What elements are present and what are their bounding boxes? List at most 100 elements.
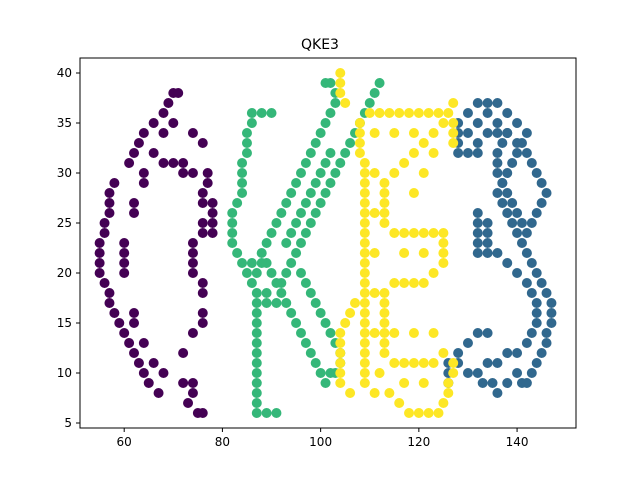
scatter-point bbox=[360, 158, 370, 168]
scatter-point bbox=[316, 128, 326, 138]
scatter-point bbox=[360, 308, 370, 318]
scatter-point bbox=[379, 318, 389, 328]
scatter-point bbox=[129, 318, 139, 328]
scatter-point bbox=[379, 308, 389, 318]
scatter-point bbox=[252, 268, 262, 278]
scatter-point bbox=[429, 328, 439, 338]
scatter-point bbox=[473, 368, 483, 378]
scatter-point bbox=[409, 148, 419, 158]
scatter-point bbox=[429, 358, 439, 368]
scatter-point bbox=[109, 178, 119, 188]
scatter-point bbox=[522, 128, 532, 138]
scatter-point bbox=[483, 228, 493, 238]
scatter-point bbox=[296, 328, 306, 338]
scatter-point bbox=[158, 108, 168, 118]
scatter-point bbox=[502, 168, 512, 178]
scatter-point bbox=[379, 288, 389, 298]
scatter-point bbox=[335, 368, 345, 378]
scatter-point bbox=[242, 148, 252, 158]
y-tick-label: 25 bbox=[57, 216, 72, 230]
scatter-point bbox=[104, 208, 114, 218]
scatter-point bbox=[527, 258, 537, 268]
scatter-point bbox=[414, 408, 424, 418]
scatter-point bbox=[414, 108, 424, 118]
scatter-point bbox=[198, 318, 208, 328]
scatter-point bbox=[301, 158, 311, 168]
scatter-point bbox=[419, 228, 429, 238]
y-tick-label: 35 bbox=[57, 116, 72, 130]
scatter-point bbox=[502, 188, 512, 198]
scatter-point bbox=[507, 158, 517, 168]
scatter-point bbox=[419, 378, 429, 388]
scatter-point bbox=[438, 258, 448, 268]
scatter-point bbox=[497, 138, 507, 148]
scatter-point bbox=[237, 258, 247, 268]
scatter-point bbox=[502, 258, 512, 268]
scatter-point bbox=[355, 138, 365, 148]
scatter-point bbox=[188, 258, 198, 268]
scatter-point bbox=[473, 328, 483, 338]
scatter-point bbox=[335, 78, 345, 88]
scatter-point bbox=[208, 198, 218, 208]
scatter-point bbox=[119, 258, 129, 268]
scatter-point bbox=[134, 358, 144, 368]
scatter-point bbox=[252, 288, 262, 298]
scatter-point bbox=[340, 98, 350, 108]
scatter-point bbox=[291, 178, 301, 188]
scatter-point bbox=[296, 238, 306, 248]
scatter-point bbox=[158, 368, 168, 378]
scatter-point bbox=[399, 378, 409, 388]
scatter-point bbox=[360, 168, 370, 178]
scatter-point bbox=[188, 268, 198, 278]
scatter-point bbox=[129, 208, 139, 218]
scatter-point bbox=[424, 408, 434, 418]
scatter-point bbox=[237, 158, 247, 168]
scatter-point bbox=[370, 328, 380, 338]
scatter-point bbox=[522, 278, 532, 288]
scatter-point bbox=[95, 248, 105, 258]
scatter-point bbox=[345, 388, 355, 398]
scatter-point bbox=[360, 378, 370, 388]
scatter-point bbox=[483, 218, 493, 228]
scatter-point bbox=[497, 198, 507, 208]
scatter-point bbox=[379, 338, 389, 348]
scatter-point bbox=[237, 178, 247, 188]
scatter-point bbox=[527, 218, 537, 228]
scatter-point bbox=[399, 278, 409, 288]
scatter-point bbox=[198, 288, 208, 298]
scatter-point bbox=[149, 358, 159, 368]
scatter-point bbox=[325, 78, 335, 88]
scatter-point bbox=[375, 108, 385, 118]
scatter-point bbox=[281, 198, 291, 208]
scatter-point bbox=[335, 68, 345, 78]
scatter-point bbox=[478, 378, 488, 388]
scatter-point bbox=[527, 288, 537, 298]
scatter-point bbox=[198, 228, 208, 238]
y-tick-label: 20 bbox=[57, 266, 72, 280]
scatter-point bbox=[144, 378, 154, 388]
scatter-point bbox=[168, 158, 178, 168]
scatter-point bbox=[517, 238, 527, 248]
x-tick-label: 80 bbox=[215, 435, 230, 449]
scatter-point bbox=[139, 128, 149, 138]
scatter-point bbox=[546, 298, 556, 308]
scatter-point bbox=[242, 138, 252, 148]
scatter-point bbox=[370, 168, 380, 178]
scatter-point bbox=[296, 268, 306, 278]
scatter-point bbox=[276, 288, 286, 298]
scatter-point bbox=[208, 228, 218, 238]
scatter-point bbox=[188, 128, 198, 138]
scatter-point bbox=[306, 218, 316, 228]
scatter-point bbox=[247, 108, 257, 118]
scatter-point bbox=[365, 108, 375, 118]
scatter-point bbox=[507, 218, 517, 228]
scatter-point bbox=[178, 378, 188, 388]
scatter-point bbox=[188, 248, 198, 258]
scatter-point bbox=[512, 368, 522, 378]
scatter-point bbox=[252, 348, 262, 358]
scatter-point bbox=[483, 328, 493, 338]
scatter-point bbox=[429, 128, 439, 138]
scatter-point bbox=[321, 188, 331, 198]
scatter-point bbox=[178, 348, 188, 358]
scatter-point bbox=[443, 108, 453, 118]
